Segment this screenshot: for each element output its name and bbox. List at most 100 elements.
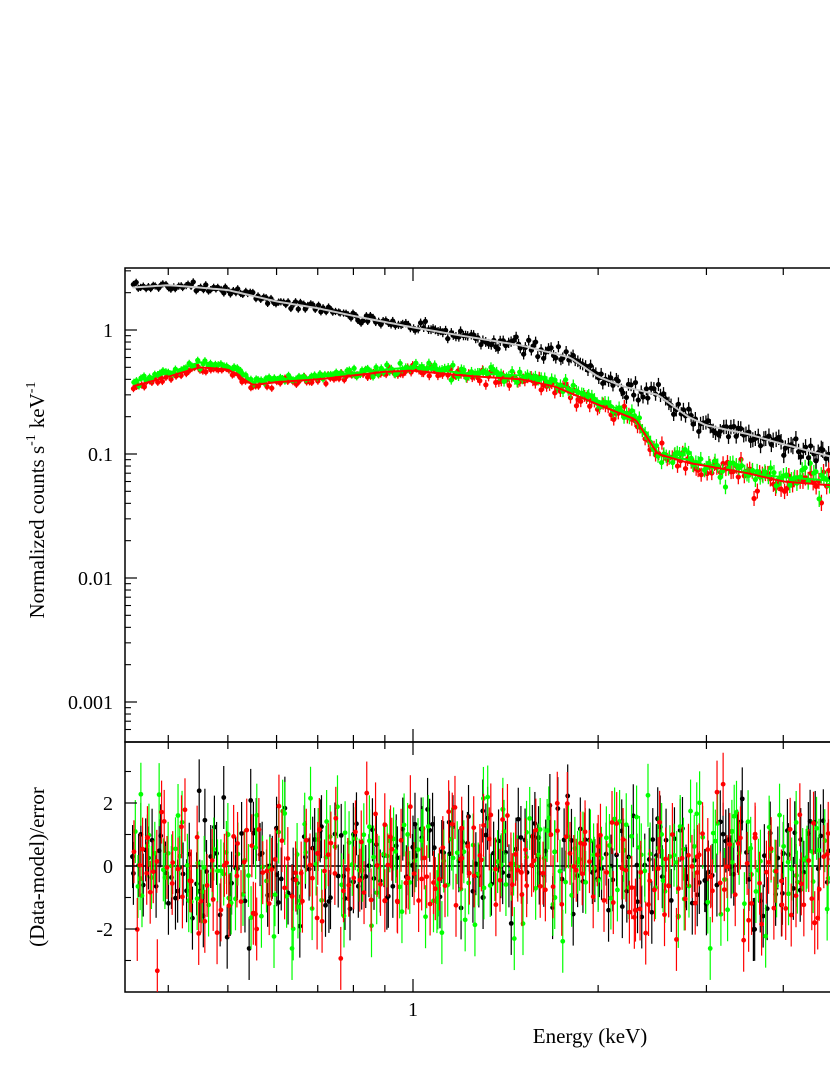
spectrum-data-point (615, 378, 621, 384)
spectrum-data-point (517, 369, 523, 375)
residual-data-point (587, 859, 592, 865)
residual-data-point (150, 869, 156, 875)
residual-data-point (195, 860, 201, 866)
residual-data-point (461, 849, 467, 855)
residual-data-point (595, 843, 601, 849)
residual-data-point (677, 824, 683, 829)
residual-data-point (738, 835, 743, 841)
residual-data-point (431, 845, 437, 851)
spectrum-data-point (587, 362, 594, 369)
residual-data-point (689, 864, 695, 869)
residual-data-point (246, 873, 251, 878)
spectrum-data-point (457, 328, 464, 334)
residual-data-point (783, 906, 789, 911)
residual-data-point (560, 938, 566, 944)
residual-data-point (637, 906, 643, 912)
residual-data-point (260, 870, 266, 876)
spectrum-data-point (725, 434, 732, 440)
residual-data-point (824, 851, 830, 857)
spectrum-data-point (712, 458, 718, 464)
residual-data-point (385, 862, 391, 868)
residual-data-point (721, 887, 727, 893)
spectrum-data-point (706, 460, 712, 466)
residual-data-point (634, 814, 639, 820)
spectrum-data-point (600, 380, 606, 386)
residual-data-point (390, 883, 396, 889)
spectrum-data-point (808, 443, 814, 449)
residual-data-point (488, 812, 494, 818)
residual-data-point (657, 819, 663, 825)
spectrum-data-point (295, 306, 301, 312)
residual-data-point (333, 815, 339, 821)
spectrum-data-point (766, 433, 772, 439)
residual-data-point (759, 921, 765, 927)
spectrum-data-point (655, 381, 662, 388)
residual-data-point (415, 847, 421, 853)
spectrum-data-point (818, 500, 825, 506)
spectrum-data-point (768, 465, 774, 471)
residual-data-point (419, 876, 425, 882)
residual-data-point (669, 832, 675, 837)
residual-data-point (466, 870, 472, 876)
residual-data-point (753, 889, 759, 894)
spectrum-data-point (735, 474, 741, 480)
residual-data-point (481, 822, 486, 828)
spectrum-data-point (690, 421, 696, 427)
residual-data-point (674, 937, 679, 942)
residual-data-point (533, 827, 539, 833)
residual-data-point (300, 898, 305, 904)
residual-data-point (814, 825, 819, 831)
residual-data-point (573, 867, 579, 873)
residual-data-point (164, 865, 170, 870)
y-tick-label: 0.1 (88, 444, 113, 466)
residual-data-point (450, 855, 456, 861)
residual-data-point (364, 790, 370, 796)
spectrum-data-point (682, 465, 689, 472)
residual-data-point (166, 900, 171, 906)
residual-data-point (378, 881, 383, 887)
residual-data-point (218, 907, 224, 913)
residual-data-point (339, 882, 345, 888)
residual-data-point (485, 794, 491, 800)
residual-data-point (588, 838, 593, 844)
residual-data-point (682, 896, 688, 902)
spectrum-data-point (346, 367, 352, 373)
residual-data-point (471, 873, 477, 879)
residual-data-point (201, 864, 207, 870)
residual-data-point (663, 856, 669, 862)
residual-data-point (563, 879, 568, 885)
residual-data-point (328, 895, 333, 901)
residual-data-point (727, 842, 733, 847)
residual-data-point (533, 885, 539, 891)
residual-data-point (652, 887, 657, 893)
residual-data-point (712, 838, 718, 844)
residual-y-axis-label: (Data-model)/error (25, 787, 49, 947)
residual-data-point (338, 955, 344, 961)
residual-data-point (757, 880, 762, 886)
residual-data-point (821, 854, 827, 860)
residual-data-point (366, 838, 373, 844)
residual-data-point (749, 901, 754, 906)
residual-data-point (614, 821, 620, 826)
residual-data-point (650, 837, 656, 843)
spectrum-data-point (653, 443, 660, 449)
spectrum-data-point (660, 391, 667, 397)
residual-data-point (217, 912, 223, 918)
spectrum-data-point (802, 465, 808, 471)
spectrum-data-point (795, 449, 802, 455)
residual-data-point (366, 863, 372, 869)
residual-data-point (459, 825, 465, 831)
residual-data-point (659, 874, 665, 880)
residual-data-point (156, 792, 162, 798)
residual-data-point (710, 830, 716, 836)
spectrum-data-point (611, 416, 617, 422)
spectrum-data-point (360, 318, 366, 324)
spectrum-data-point (757, 443, 764, 449)
spectrum-data-point (317, 371, 323, 377)
residual-data-point (506, 873, 512, 879)
residual-data-point (196, 788, 202, 794)
residual-data-point (509, 882, 515, 888)
residual-data-point (264, 868, 270, 874)
residual-data-point (761, 853, 767, 859)
residual-data-point (688, 808, 693, 814)
